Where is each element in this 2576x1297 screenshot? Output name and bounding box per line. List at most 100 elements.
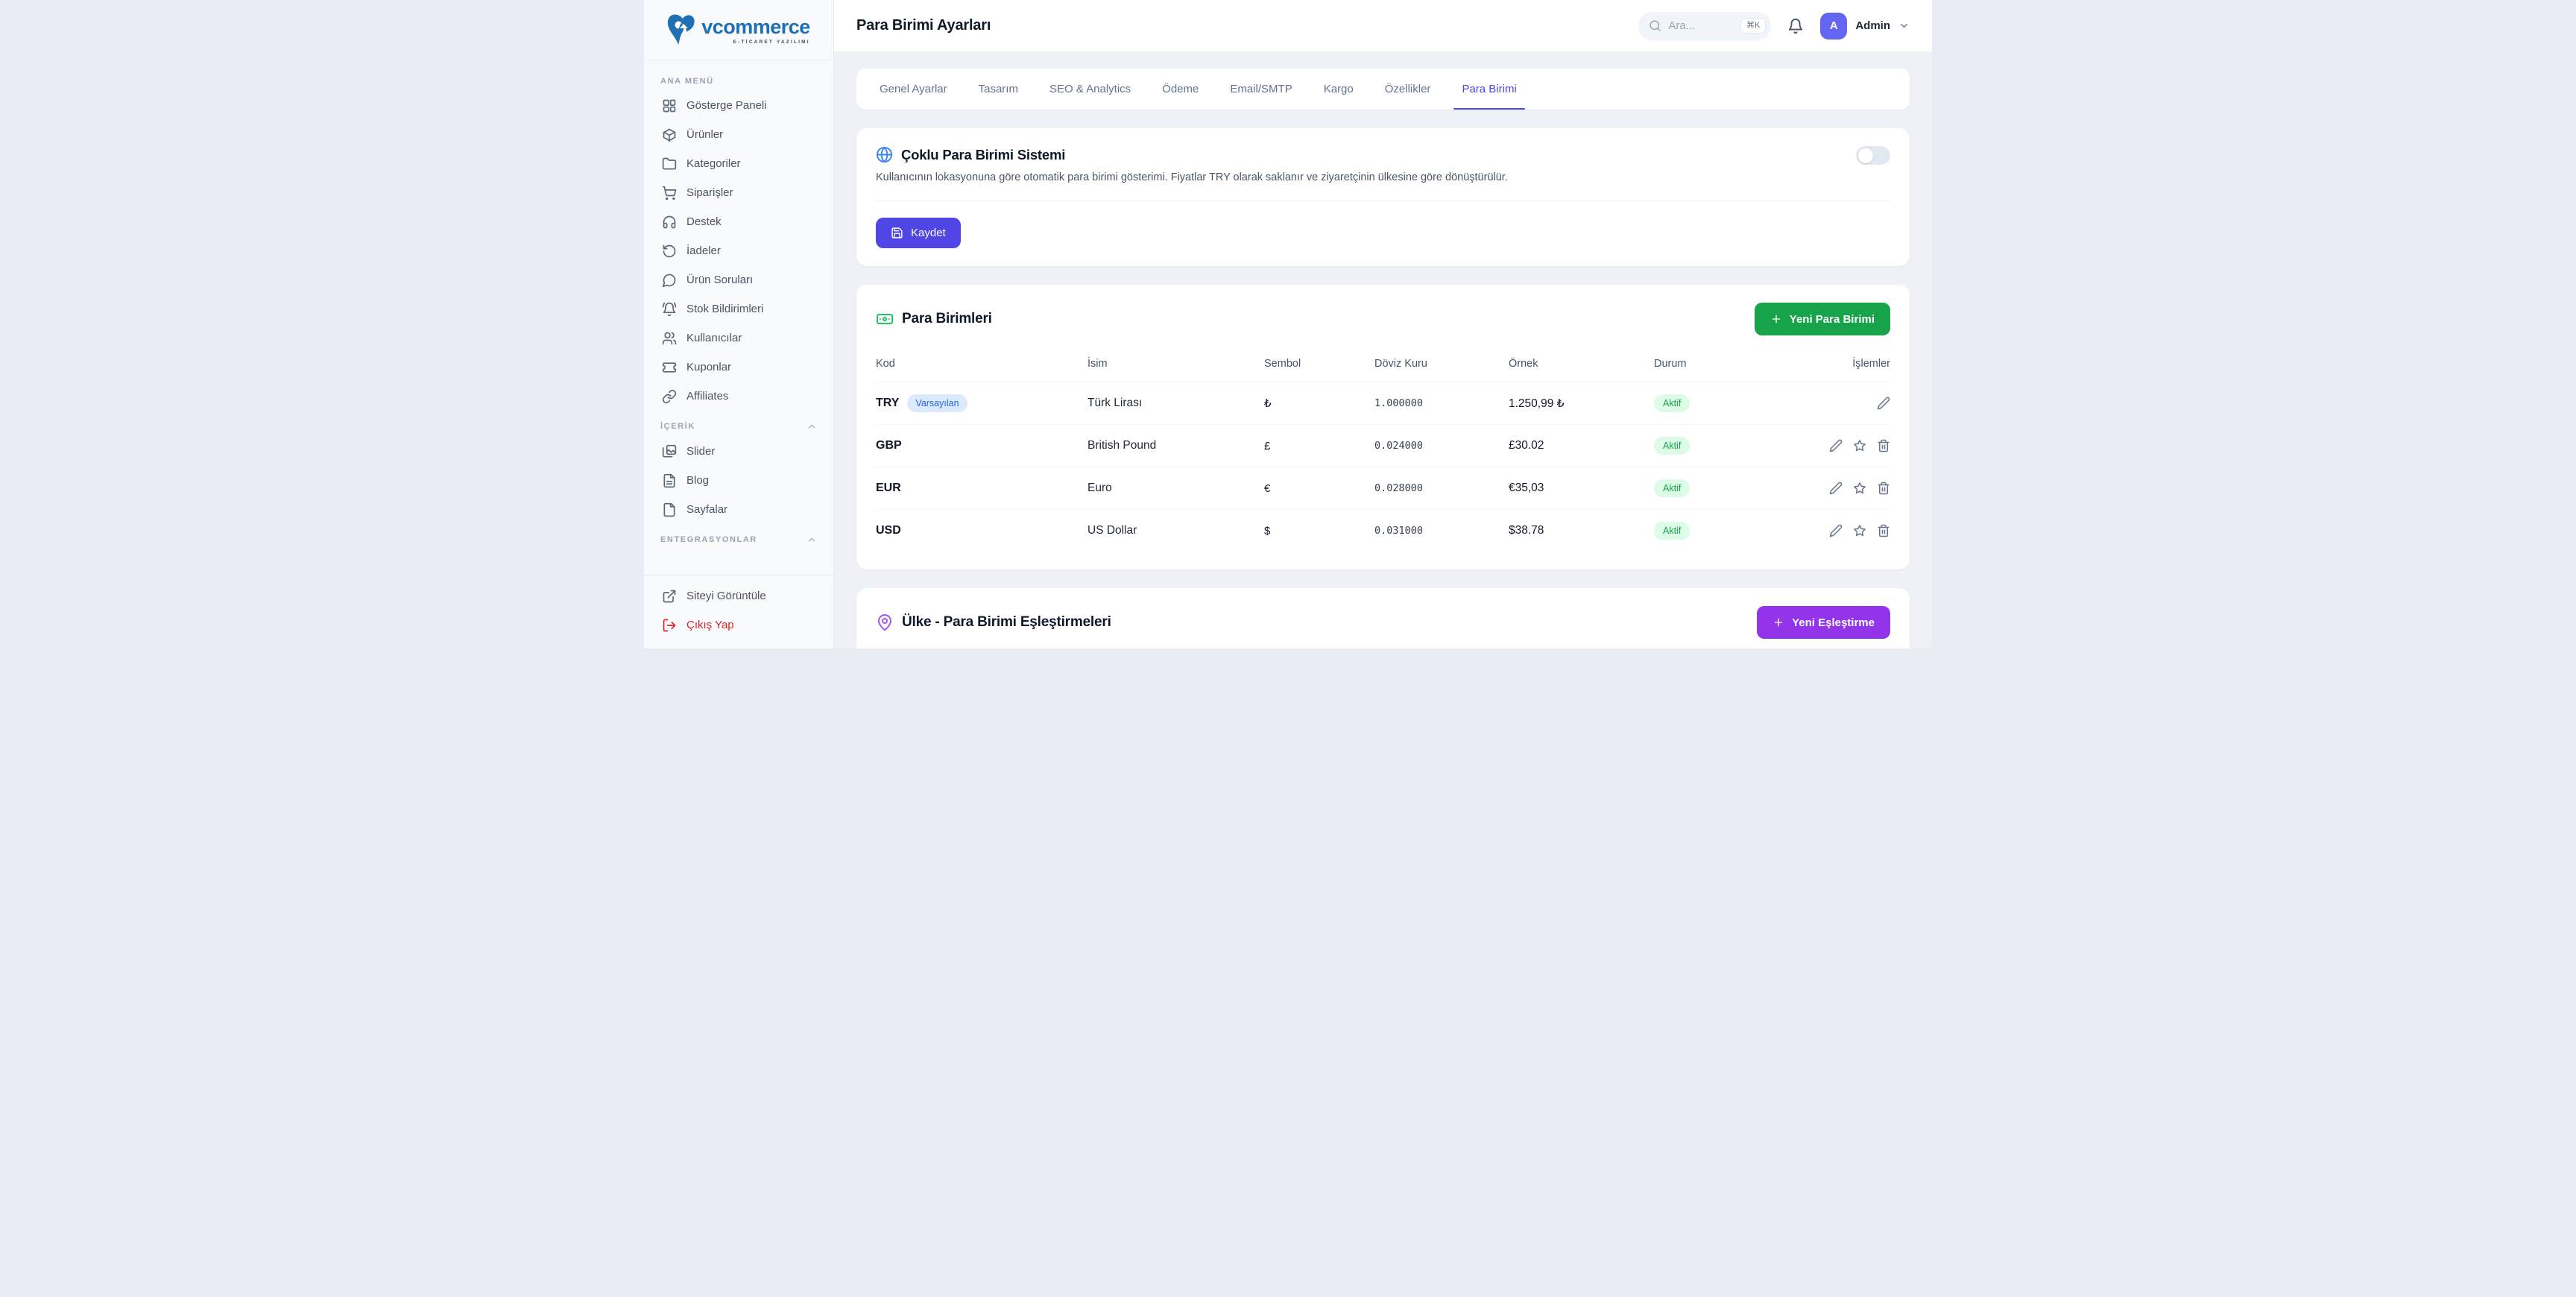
col-doviz-kuru: Döviz Kuru bbox=[1374, 358, 1427, 370]
currency-symbol: ₺ bbox=[1264, 397, 1272, 411]
main-content: Genel Ayarlar Tasarım SEO & Analytics Öd… bbox=[834, 52, 1932, 648]
star-icon bbox=[1853, 439, 1866, 452]
currencies-table: Kod İsim Sembol Döviz Kuru Örnek Durum İ… bbox=[876, 355, 1890, 552]
search-shortcut-badge: ⌘K bbox=[1740, 18, 1767, 34]
banknote-icon bbox=[876, 310, 894, 328]
edit-button[interactable] bbox=[1829, 482, 1843, 495]
currency-code: TRY bbox=[876, 397, 900, 410]
brand-logo[interactable]: vcommerce E-TİCARET YAZILIMI bbox=[644, 0, 833, 60]
globe-icon bbox=[876, 146, 893, 163]
set-default-button[interactable] bbox=[1853, 524, 1866, 537]
sidebar-item-affiliates[interactable]: Affiliates bbox=[659, 382, 818, 411]
currency-rate: 1.000000 bbox=[1374, 397, 1424, 410]
currency-symbol: $ bbox=[1264, 524, 1271, 537]
multi-currency-toggle[interactable] bbox=[1856, 146, 1890, 165]
sidebar-item-kuponlar[interactable]: Kuponlar bbox=[659, 353, 818, 382]
edit-button[interactable] bbox=[1829, 524, 1843, 537]
settings-tabs: Genel Ayarlar Tasarım SEO & Analytics Öd… bbox=[856, 69, 1910, 110]
chevron-up-icon bbox=[806, 421, 817, 432]
col-kod: Kod bbox=[876, 358, 895, 370]
tab-email-smtp[interactable]: Email/SMTP bbox=[1230, 83, 1292, 95]
sidebar-item-stok-bildirimleri[interactable]: Stok Bildirimleri bbox=[659, 294, 818, 324]
trash-icon bbox=[1877, 524, 1890, 537]
images-icon bbox=[662, 444, 677, 459]
sidebar-item-blog[interactable]: Blog bbox=[659, 466, 818, 495]
col-durum: Durum bbox=[1654, 358, 1687, 370]
multi-currency-card: Çoklu Para Birimi Sistemi Kullanıcının l… bbox=[856, 128, 1910, 267]
status-badge: Aktif bbox=[1654, 436, 1690, 455]
sidebar-item-sayfalar[interactable]: Sayfalar bbox=[659, 495, 818, 524]
pencil-icon bbox=[1829, 439, 1843, 452]
cart-icon bbox=[662, 186, 677, 201]
delete-button[interactable] bbox=[1877, 439, 1890, 452]
delete-button[interactable] bbox=[1877, 524, 1890, 537]
status-badge: Aktif bbox=[1654, 521, 1690, 540]
sidebar-item-siteyi-goruntule[interactable]: Siteyi Görüntüle bbox=[659, 581, 818, 610]
sidebar-item-kategoriler[interactable]: Kategoriler bbox=[659, 149, 818, 178]
set-default-button[interactable] bbox=[1853, 439, 1866, 452]
sidebar-item-urun-sorulari[interactable]: Ürün Soruları bbox=[659, 265, 818, 294]
bell-ring-icon bbox=[662, 302, 677, 317]
delete-button[interactable] bbox=[1877, 482, 1890, 495]
tab-para-birimi[interactable]: Para Birimi bbox=[1446, 69, 1532, 110]
package-icon bbox=[662, 127, 677, 142]
plus-icon bbox=[1772, 616, 1784, 628]
sidebar-item-urunler[interactable]: Ürünler bbox=[659, 120, 818, 149]
table-row-eur: EUR Euro € 0.028000 €35,03 Aktif bbox=[876, 467, 1890, 509]
sidebar-item-gosterge-paneli[interactable]: Gösterge Paneli bbox=[659, 91, 818, 120]
section-label-entegrasyonlar[interactable]: ENTEGRASYONLAR bbox=[660, 534, 817, 545]
country-mapping-title: Ülke - Para Birimi Eşleştirmeleri bbox=[902, 614, 1111, 631]
notifications-button[interactable] bbox=[1787, 18, 1804, 34]
plus-icon bbox=[1770, 313, 1782, 325]
currencies-card: Para Birimleri Yeni Para Birimi Kod İsim… bbox=[856, 285, 1910, 570]
vcommerce-logo-icon bbox=[668, 14, 695, 45]
toggle-knob bbox=[1857, 148, 1873, 163]
tab-seo-analytics[interactable]: SEO & Analytics bbox=[1049, 83, 1131, 95]
user-menu[interactable]: A Admin bbox=[1820, 12, 1910, 40]
star-icon bbox=[1853, 524, 1866, 537]
status-badge: Aktif bbox=[1654, 394, 1690, 413]
user-name: Admin bbox=[1855, 19, 1890, 32]
tab-tasarim[interactable]: Tasarım bbox=[978, 83, 1018, 95]
set-default-button[interactable] bbox=[1853, 482, 1866, 495]
tab-odeme[interactable]: Ödeme bbox=[1162, 83, 1199, 95]
search-input[interactable]: Ara... ⌘K bbox=[1638, 11, 1772, 40]
section-label-icerik[interactable]: İÇERİK bbox=[660, 421, 817, 432]
sidebar-item-slider[interactable]: Slider bbox=[659, 437, 818, 466]
currency-name: British Pound bbox=[1087, 439, 1157, 452]
currency-example: 1.250,99 ₺ bbox=[1509, 397, 1565, 410]
tab-kargo[interactable]: Kargo bbox=[1323, 83, 1354, 95]
currency-code: EUR bbox=[876, 482, 901, 495]
topbar: Para Birimi Ayarları Ara... ⌘K A Admin bbox=[834, 0, 1932, 52]
save-icon bbox=[891, 227, 903, 239]
table-row-gbp: GBP British Pound £ 0.024000 £30.02 Akti… bbox=[876, 424, 1890, 467]
sidebar-item-iadeler[interactable]: İadeler bbox=[659, 236, 818, 265]
edit-button[interactable] bbox=[1877, 397, 1890, 410]
currency-rate: 0.031000 bbox=[1374, 525, 1424, 537]
currencies-title: Para Birimleri bbox=[902, 311, 992, 327]
table-row-usd: USD US Dollar $ 0.031000 $38.78 Aktif bbox=[876, 509, 1890, 552]
sidebar-item-siparisler[interactable]: Siparişler bbox=[659, 178, 818, 207]
sidebar-item-destek[interactable]: Destek bbox=[659, 207, 818, 236]
add-currency-button[interactable]: Yeni Para Birimi bbox=[1754, 303, 1890, 336]
trash-icon bbox=[1877, 482, 1890, 495]
tab-genel-ayarlar[interactable]: Genel Ayarlar bbox=[880, 83, 947, 95]
save-button[interactable]: Kaydet bbox=[876, 218, 961, 249]
folder-icon bbox=[662, 157, 677, 171]
edit-button[interactable] bbox=[1829, 439, 1843, 452]
file-icon bbox=[662, 502, 677, 517]
tab-ozellikler[interactable]: Özellikler bbox=[1384, 83, 1431, 95]
add-mapping-button[interactable]: Yeni Eşleştirme bbox=[1757, 606, 1890, 640]
col-ornek: Örnek bbox=[1509, 358, 1538, 370]
col-islemler: İşlemler bbox=[1852, 358, 1890, 370]
country-mapping-card: Ülke - Para Birimi Eşleştirmeleri Yeni E… bbox=[856, 588, 1910, 648]
file-text-icon bbox=[662, 473, 677, 488]
sidebar-item-kullanicilar[interactable]: Kullanıcılar bbox=[659, 324, 818, 353]
currency-code: GBP bbox=[876, 439, 902, 452]
sidebar-item-cikis-yap[interactable]: Çıkış Yap bbox=[659, 610, 818, 640]
table-header: Kod İsim Sembol Döviz Kuru Örnek Durum İ… bbox=[876, 355, 1890, 382]
status-badge: Aktif bbox=[1654, 479, 1690, 498]
external-link-icon bbox=[662, 589, 677, 604]
trash-icon bbox=[1877, 439, 1890, 452]
pencil-icon bbox=[1877, 397, 1890, 410]
